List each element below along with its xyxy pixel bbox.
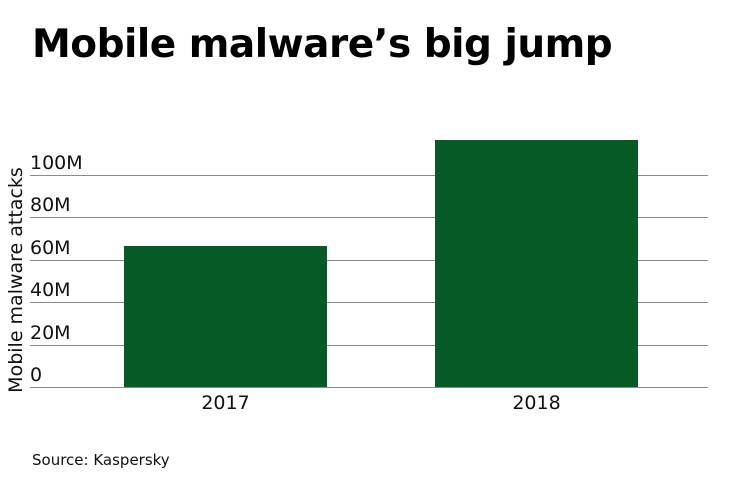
bar-2018 — [435, 139, 638, 387]
gridline — [30, 259, 708, 261]
y-tick-label: 40M — [30, 279, 71, 302]
y-axis-label: Mobile malware attacks — [5, 167, 27, 393]
source-note: Source: Kaspersky — [32, 451, 170, 469]
bar-2017 — [124, 246, 327, 387]
gridline — [30, 387, 708, 388]
gridline — [30, 217, 708, 219]
chart-title: Mobile malware’s big jump — [32, 22, 613, 67]
y-tick-label: 60M — [30, 236, 71, 259]
y-tick-label: 0 — [30, 364, 43, 386]
gridline — [30, 344, 708, 346]
gridline — [30, 302, 708, 304]
y-tick-label: 80M — [30, 194, 71, 217]
plot-area: 0 20M 40M 60M 80M 100M — [30, 130, 708, 388]
y-tick-label: 20M — [30, 321, 71, 344]
y-tick-label: 100M — [30, 151, 83, 174]
gridline — [30, 174, 708, 176]
x-tick-label: 2018 — [512, 392, 561, 414]
x-tick-label: 2017 — [201, 392, 250, 414]
